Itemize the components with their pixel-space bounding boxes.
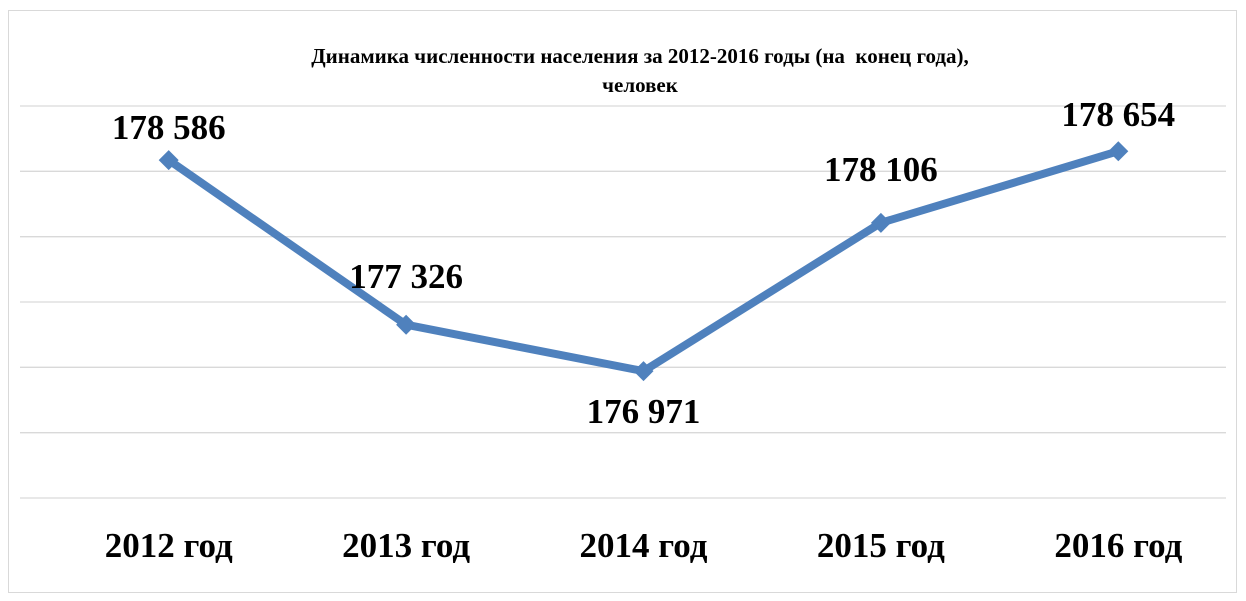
x-tick-label: 2012 год — [105, 526, 233, 565]
point-marker — [396, 314, 417, 335]
data-label: 178 586 — [112, 108, 226, 147]
x-tick-label: 2015 год — [817, 526, 945, 565]
data-label: 178 654 — [1061, 95, 1175, 134]
point-marker — [158, 150, 179, 171]
data-label: 176 971 — [587, 392, 701, 431]
point-marker — [1108, 141, 1129, 162]
point-marker — [633, 361, 654, 382]
series-line — [166, 147, 1120, 376]
point-marker — [870, 212, 891, 233]
data-label: 177 326 — [349, 257, 463, 296]
chart-title: Динамика численности населения за 2012-2… — [311, 44, 969, 97]
x-tick-label: 2013 год — [342, 526, 470, 565]
data-label: 178 106 — [824, 150, 938, 189]
x-tick-label: 2016 год — [1054, 526, 1182, 565]
x-tick-label: 2014 год — [580, 526, 708, 565]
chart-border — [8, 10, 1237, 593]
